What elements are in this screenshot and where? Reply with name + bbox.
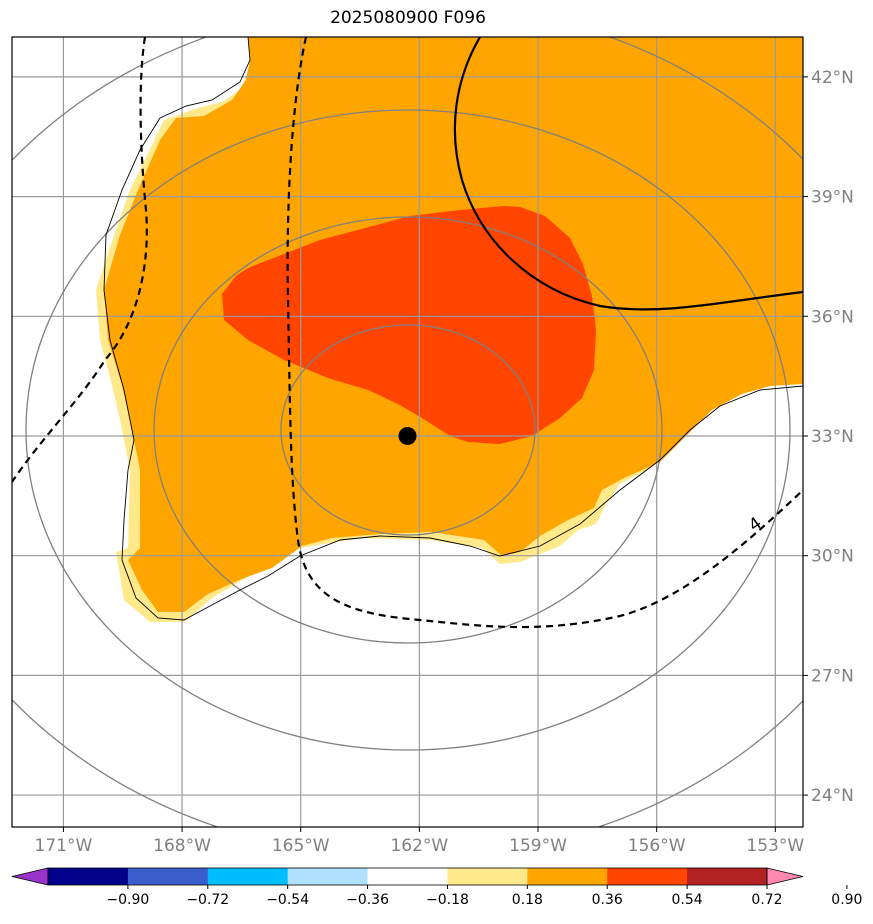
y-tick-label-5: 27°N [811,666,854,686]
colorbar-extend-high [766,867,804,886]
gridlines [12,37,803,827]
range-ring-2 [153,216,663,644]
field-outline [103,37,803,621]
colorbar-bin-3 [287,868,369,885]
colorbar-tick-label-9: 0.90 [831,892,862,908]
colorbar-tick-label-6: 0.36 [592,892,623,908]
dashed-contour-left [12,37,148,483]
x-axis: 171°W 168°W 165°W 162°W 159°W 156°W 153°W [35,827,804,856]
solid-contour [453,37,803,311]
colorbar-bin-0 [48,868,129,885]
colorbar-extend-low [11,867,49,886]
x-tick-label-5: 156°W [628,836,686,856]
colorbar-tick-label-1: −0.72 [186,892,229,908]
range-ring-1 [280,324,536,536]
chart-title: 2025080900 F096 [330,8,486,28]
colorbar-tick-label-3: −0.36 [346,892,389,908]
colorbar-frame [47,867,768,886]
x-tick-label-2: 165°W [272,836,330,856]
contour-label: 4 [745,513,765,536]
range-ring-3 [25,109,791,751]
colorbar-tick-label-0: −0.90 [106,892,149,908]
range-rings [12,37,803,827]
y-axis: 42°N 39°N 36°N 33°N 30°N 27°N 24°N [803,68,854,806]
colorbar-bin-4 [367,868,448,885]
plot-frame [11,36,804,828]
colorbar-bin-5 [447,868,528,885]
x-tick-label-3: 162°W [390,836,448,856]
y-tick-label-4: 30°N [811,547,854,567]
colorbar-tick-label-4: −0.18 [426,892,469,908]
x-tick-label-6: 153°W [746,836,804,856]
colorbar-bin-6 [527,868,608,885]
x-tick-label-4: 159°W [509,836,567,856]
colorbar-tick-label-7: 0.54 [672,892,703,908]
dashed-contour-center [286,37,803,629]
x-tick-label-1: 168°W [153,836,211,856]
colorbar: −0.90 −0.72 −0.54 −0.36 −0.18 0.18 0.36 0.54 0.7… [11,867,862,908]
colorbar-tick-label-5: 0.18 [512,892,543,908]
colorbar-bin-7 [607,868,688,885]
y-tick-label-2: 36°N [811,307,854,327]
colorbar-tick-label-2: −0.54 [266,892,309,908]
y-tick-label-3: 33°N [811,427,854,447]
storm-center-marker [398,426,417,445]
y-tick-label-1: 39°N [811,188,854,208]
colorbar-bin-8 [687,868,768,885]
y-tick-label-6: 24°N [811,786,854,806]
x-tick-label-0: 171°W [35,836,93,856]
colorbar-bin-2 [207,868,289,885]
dashed-contours [12,37,803,629]
colorbar-tick-label-8: 0.72 [751,892,782,908]
y-tick-label-0: 42°N [811,68,854,88]
colorbar-bin-1 [127,868,209,885]
